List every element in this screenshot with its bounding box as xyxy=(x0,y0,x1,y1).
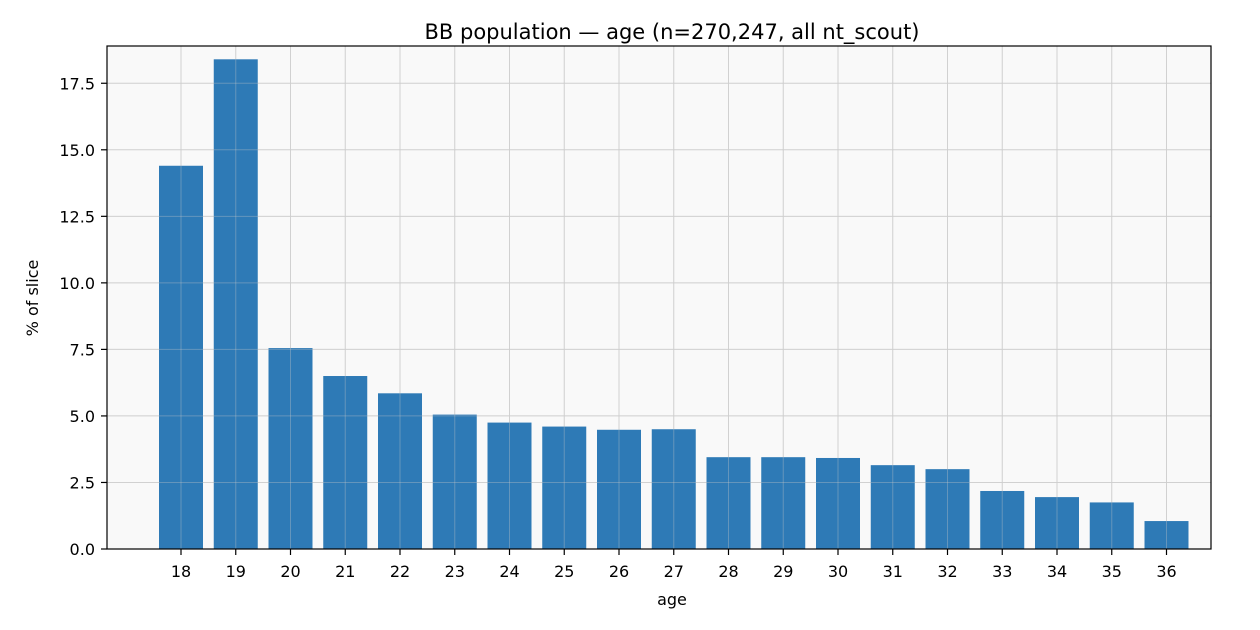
bar-age-24 xyxy=(487,422,532,549)
bar-age-18 xyxy=(159,165,203,549)
bar-age-21 xyxy=(323,376,368,549)
y-axis: 0.0 2.5 5.0 7.5 10.0 12.5 15.0 17.5 xyxy=(59,74,107,559)
bar-age-34 xyxy=(1035,497,1079,549)
bar-age-20 xyxy=(268,348,313,549)
bar-age-32 xyxy=(925,469,970,549)
x-tick-label: 26 xyxy=(609,562,629,581)
bar-age-19 xyxy=(213,59,258,549)
bar-age-29 xyxy=(761,457,806,549)
x-tick-label: 25 xyxy=(554,562,574,581)
x-tick-label: 24 xyxy=(499,562,519,581)
x-tick-label: 31 xyxy=(883,562,903,581)
x-tick-label: 29 xyxy=(773,562,793,581)
x-tick-label: 23 xyxy=(445,562,465,581)
bar-age-23 xyxy=(432,414,477,549)
y-tick-label: 2.5 xyxy=(70,473,95,492)
x-tick-label: 34 xyxy=(1047,562,1067,581)
bars xyxy=(107,46,1211,550)
bar-age-26 xyxy=(597,429,641,549)
y-tick-label: 0.0 xyxy=(70,540,95,559)
x-tick-label: 30 xyxy=(828,562,848,581)
bar-age-35 xyxy=(1089,502,1134,549)
y-tick-label: 17.5 xyxy=(59,74,95,93)
x-tick-label: 28 xyxy=(718,562,738,581)
y-tick-label: 12.5 xyxy=(59,207,95,226)
x-tick-label: 19 xyxy=(226,562,246,581)
bar-age-31 xyxy=(870,465,915,549)
bar-age-30 xyxy=(816,457,860,549)
x-tick-label: 21 xyxy=(335,562,355,581)
bar-age-25 xyxy=(542,426,587,549)
x-tick-label: 36 xyxy=(1156,562,1176,581)
bar-age-28 xyxy=(706,457,751,549)
bar-age-27 xyxy=(651,429,696,549)
x-axis-label: age xyxy=(657,590,687,609)
bar-age-33 xyxy=(980,490,1025,549)
x-tick-label: 27 xyxy=(664,562,684,581)
x-tick-label: 32 xyxy=(937,562,957,581)
x-tick-label: 18 xyxy=(171,562,191,581)
x-tick-label: 22 xyxy=(390,562,410,581)
y-axis-label: % of slice xyxy=(23,260,42,337)
x-tick-label: 35 xyxy=(1102,562,1122,581)
y-tick-label: 7.5 xyxy=(70,340,95,359)
y-tick-label: 5.0 xyxy=(70,407,95,426)
y-tick-label: 10.0 xyxy=(59,274,95,293)
bar-age-36 xyxy=(1144,521,1189,549)
bar-age-22 xyxy=(378,393,422,549)
x-tick-label: 33 xyxy=(992,562,1012,581)
x-axis: 18 19 20 21 22 23 24 25 26 27 28 29 30 31 32 33 34 35 36 xyxy=(171,549,1177,581)
x-tick-label: 20 xyxy=(280,562,300,581)
plot-frame xyxy=(106,45,1212,550)
y-tick-label: 15.0 xyxy=(59,141,95,160)
chart-title: BB population — age (n=270,247, all nt_s… xyxy=(425,20,920,45)
